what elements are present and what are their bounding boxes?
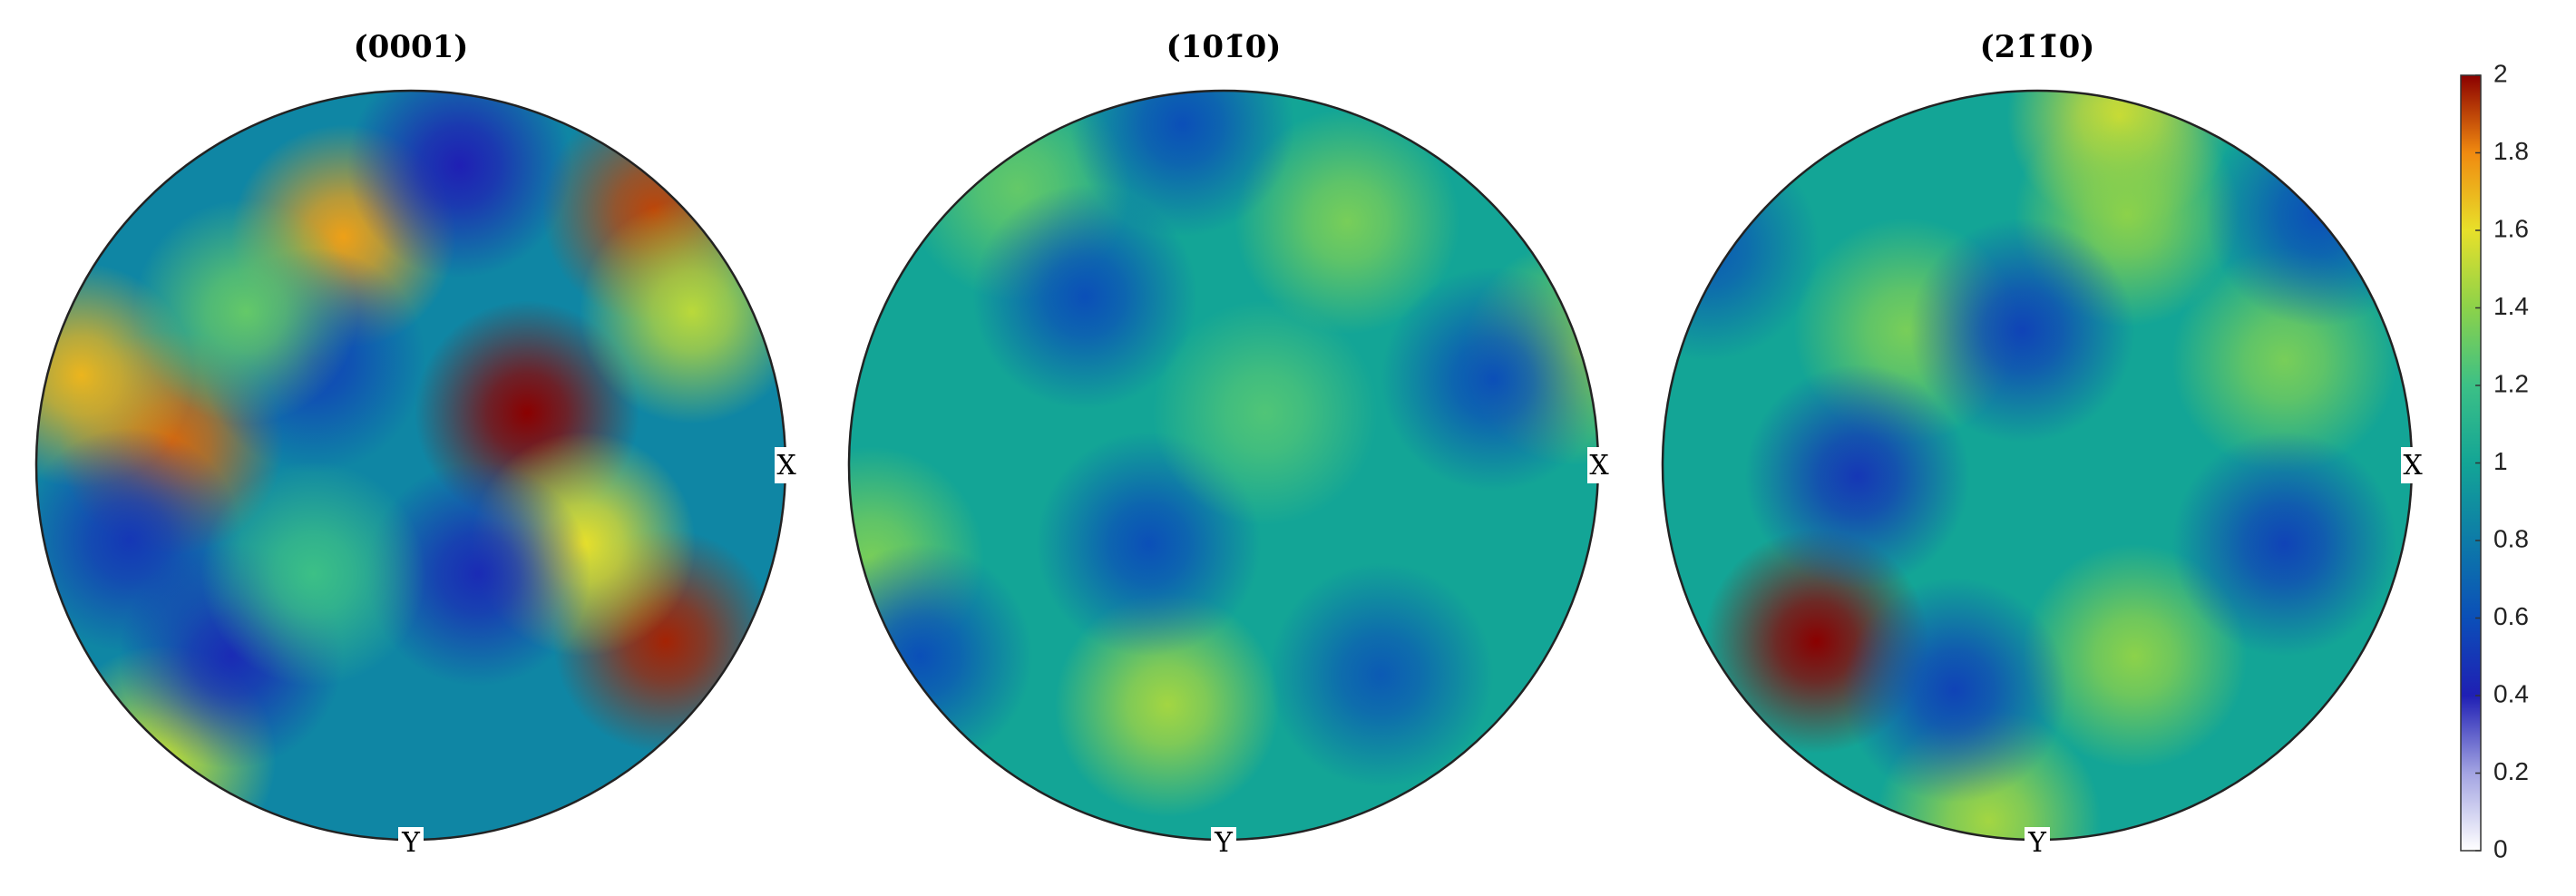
colorbar-tick-label: 1.8 xyxy=(2493,137,2529,165)
y-axis-label: Y xyxy=(401,827,421,859)
colorbar-tick-label: 2 xyxy=(2493,59,2508,87)
density-blob xyxy=(36,427,243,653)
colorbar-tick-label: 1.2 xyxy=(2493,369,2529,397)
colorbar-tick-label: 0.6 xyxy=(2493,602,2529,630)
x-label-box xyxy=(775,447,798,483)
x-axis-label: X xyxy=(2403,450,2423,482)
panel-title: (101̄0) xyxy=(1166,29,1282,65)
density-blob xyxy=(972,184,1198,410)
density-blob xyxy=(2205,102,2412,327)
density-blob xyxy=(1152,300,1378,526)
x-label-box xyxy=(2401,447,2425,483)
panel-title: (0001) xyxy=(354,29,469,65)
panel-title: (21̄1̄0) xyxy=(1980,29,2095,65)
density-blob xyxy=(2171,431,2397,657)
colorbar-tick-label: 0.2 xyxy=(2493,757,2529,785)
colorbar-tick-label: 0.4 xyxy=(2493,679,2529,707)
density-blob xyxy=(1744,364,1970,589)
y-label-box xyxy=(1211,827,1236,862)
density-blob xyxy=(346,91,572,278)
colorbar-tick-label: 1.4 xyxy=(2493,292,2529,320)
density-blob xyxy=(366,461,591,687)
y-axis-label: Y xyxy=(1214,827,1234,859)
density-blob xyxy=(579,199,785,424)
density-blob xyxy=(1909,218,2135,443)
x-axis-label: X xyxy=(1589,450,1609,482)
density-blob xyxy=(200,461,426,687)
density-blob xyxy=(1842,577,2068,803)
pole-figure xyxy=(849,91,1598,840)
colorbar-tick-label: 1 xyxy=(2493,447,2508,475)
x-axis-label: X xyxy=(776,450,796,482)
colorbar-tick-label: 1.6 xyxy=(2493,214,2529,242)
density-blob xyxy=(1381,267,1598,492)
pole-figure xyxy=(1663,91,2412,840)
x-label-box xyxy=(1587,447,1611,483)
y-label-box xyxy=(398,827,424,862)
density-blob xyxy=(1663,135,1820,361)
colorbar-tick-label: 0.8 xyxy=(2493,524,2529,552)
colorbar-tick-label: 0 xyxy=(2493,834,2508,862)
y-axis-label: Y xyxy=(2027,827,2047,859)
density-blob xyxy=(1234,109,1460,335)
density-blob xyxy=(849,543,1033,769)
density-blob xyxy=(133,199,359,424)
pole-figure xyxy=(36,91,785,840)
density-blob xyxy=(1268,562,1494,788)
y-label-box xyxy=(2025,827,2050,862)
density-blob xyxy=(1069,91,1295,238)
